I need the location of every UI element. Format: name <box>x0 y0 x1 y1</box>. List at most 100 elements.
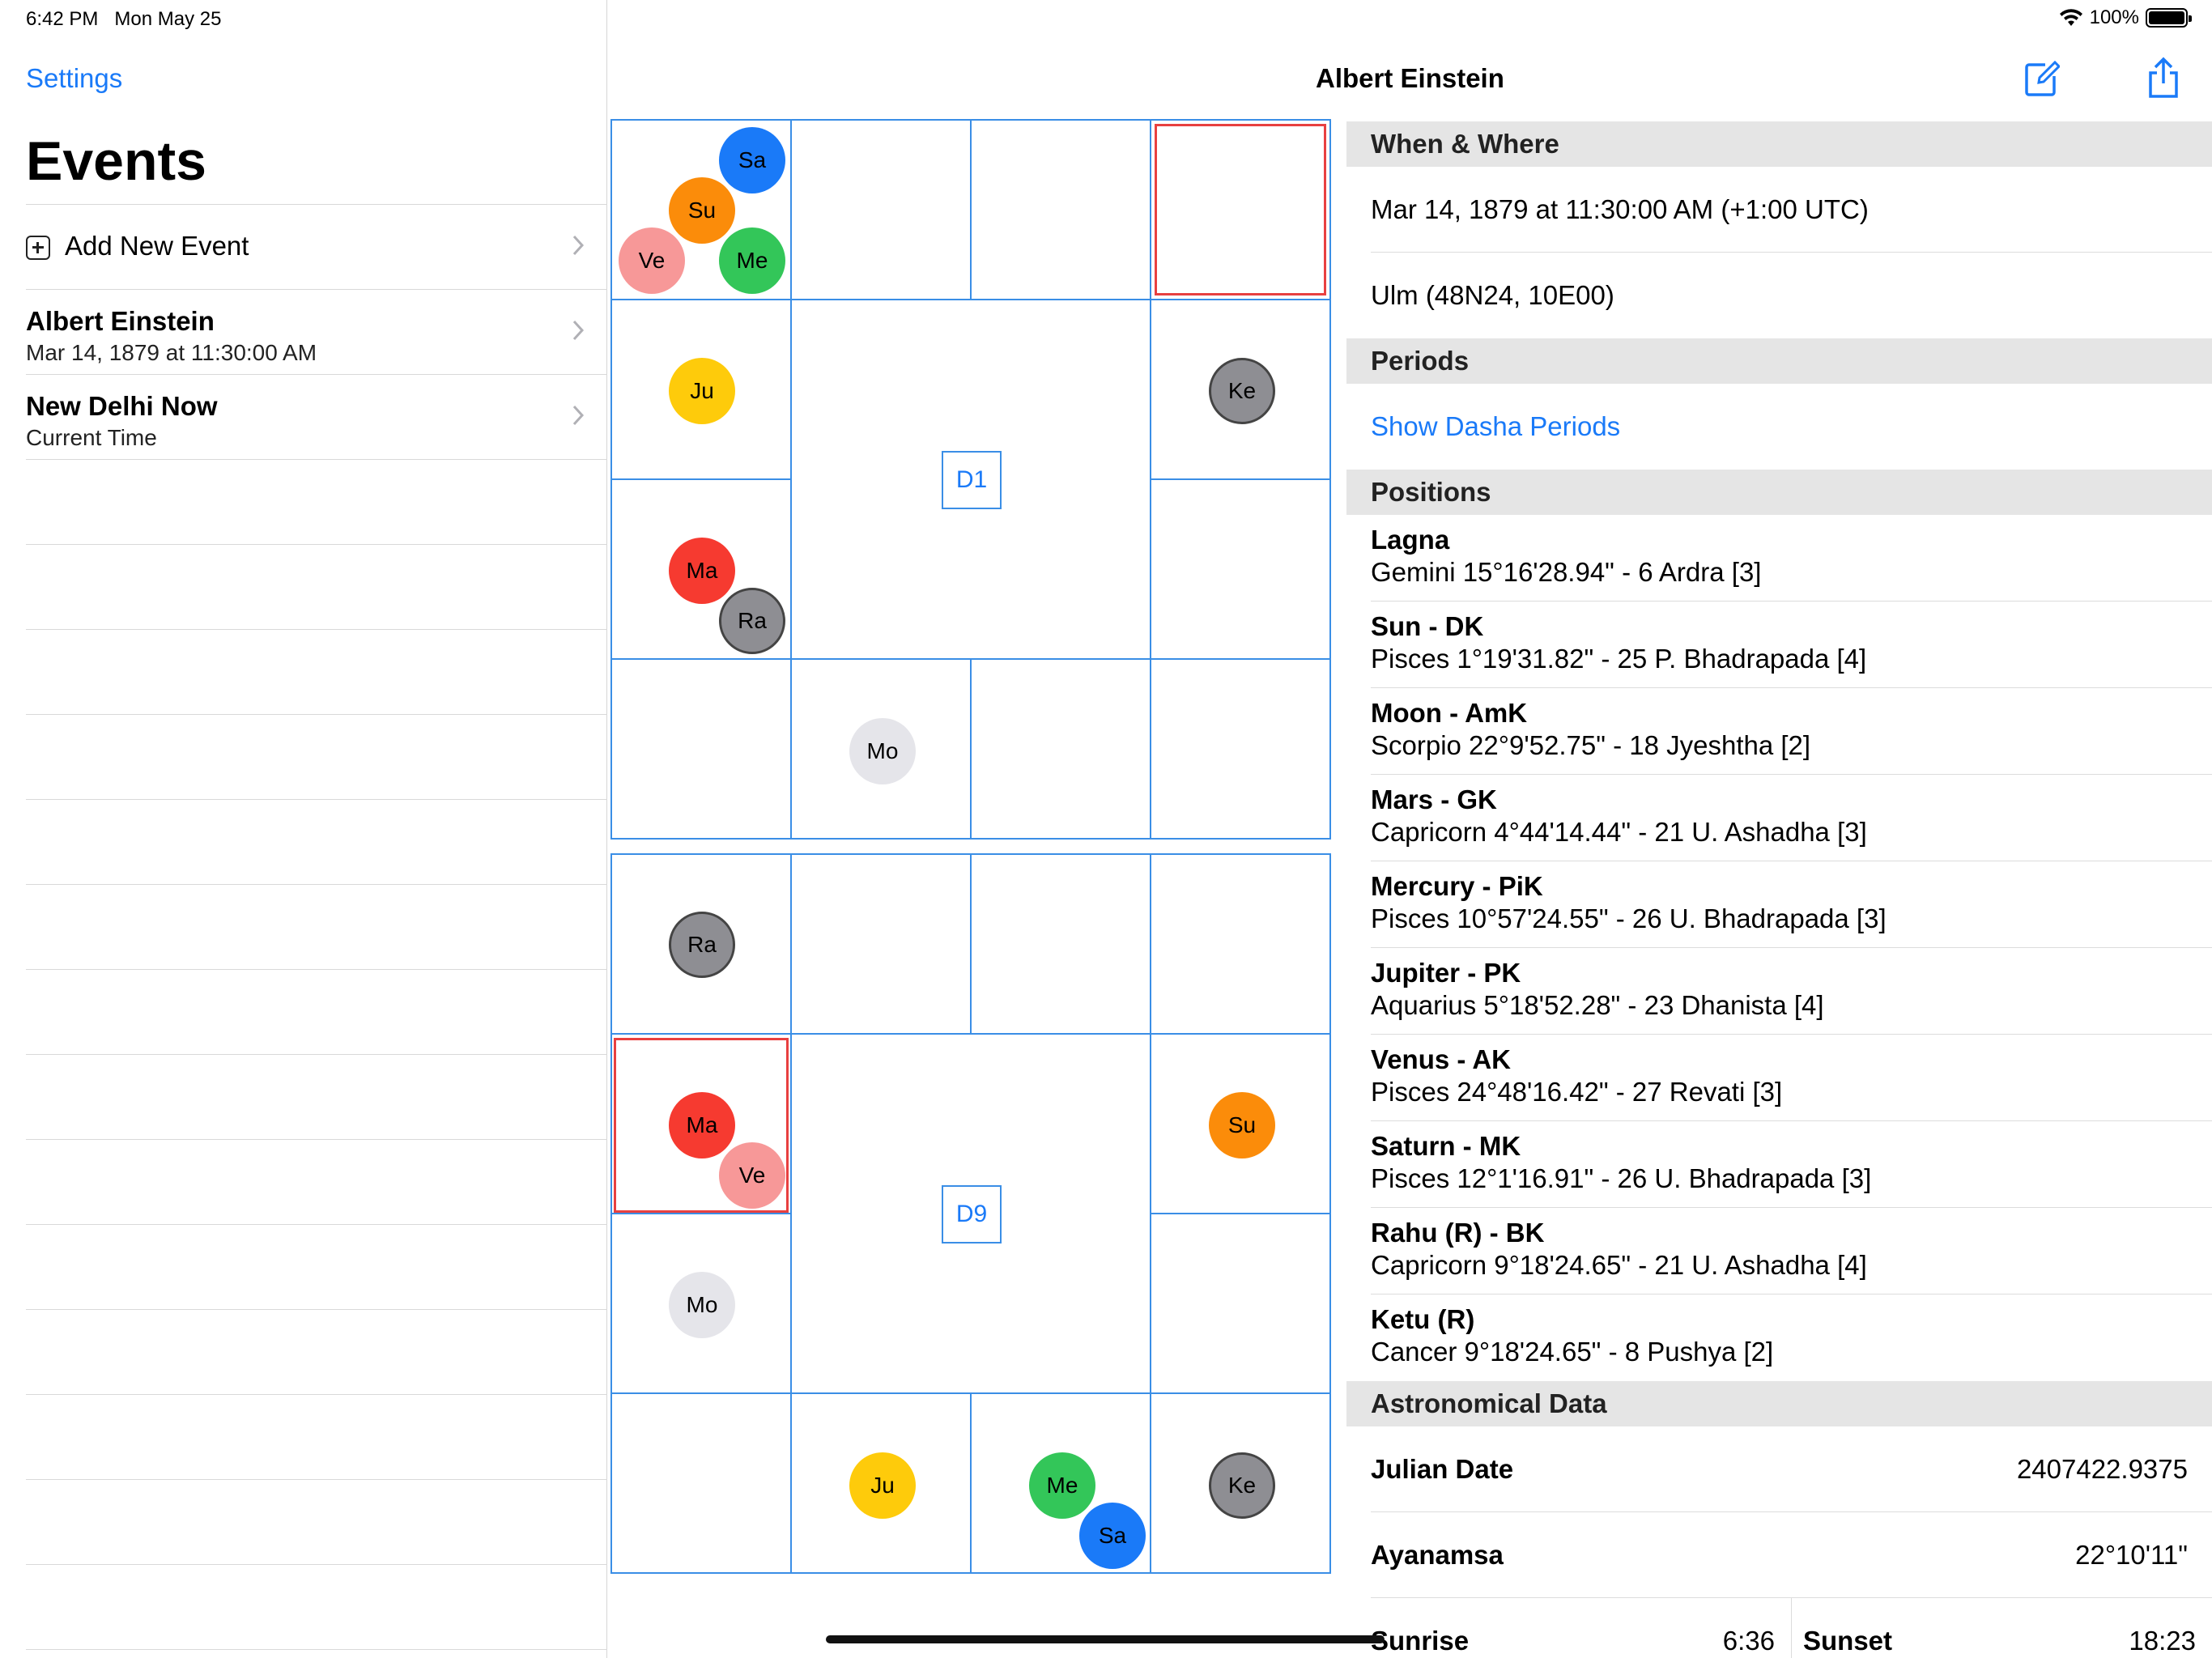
status-date: Mon May 25 <box>114 8 222 30</box>
empty-row <box>26 884 607 969</box>
position-row[interactable]: Sun - DK Pisces 1°19'31.82" - 25 P. Bhad… <box>1371 602 2212 688</box>
empty-row <box>26 1224 607 1309</box>
position-name: Lagna <box>1371 525 1450 555</box>
house-cell[interactable] <box>1150 1213 1331 1394</box>
house-cell[interactable] <box>1150 658 1331 840</box>
d1-chart[interactable]: D1 Sa Su Ve Me Ju Ke Ma Ra Mo <box>610 119 1333 841</box>
position-name: Jupiter - PK <box>1371 958 1521 988</box>
details-panel: When & Where Mar 14, 1879 at 11:30:00 AM… <box>1346 121 2212 1658</box>
planet-su[interactable]: Su <box>1209 1092 1275 1158</box>
position-name: Saturn - MK <box>1371 1131 1521 1161</box>
planet-sa[interactable]: Sa <box>1079 1503 1146 1569</box>
event-datetime: Mar 14, 1879 at 11:30:00 AM (+1:00 UTC) <box>1371 194 1869 224</box>
planet-ju[interactable]: Ju <box>669 358 735 424</box>
position-value: Cancer 9°18'24.65" - 8 Pushya [2] <box>1371 1337 1774 1367</box>
position-row[interactable]: Lagna Gemini 15°16'28.94" - 6 Ardra [3] <box>1371 515 2212 602</box>
compose-icon[interactable] <box>2024 58 2060 97</box>
share-icon[interactable] <box>2146 57 2181 99</box>
position-row[interactable]: Jupiter - PK Aquarius 5°18'52.28" - 23 D… <box>1371 948 2212 1035</box>
wifi-icon <box>2059 9 2082 26</box>
add-new-event-row[interactable]: Add New Event <box>26 204 607 289</box>
status-time: 6:42 PM Mon May 25 <box>26 8 221 31</box>
show-dasha-periods-link[interactable]: Show Dasha Periods <box>1371 411 1621 441</box>
section-header-positions: Positions <box>1346 470 2212 515</box>
empty-row <box>26 799 607 884</box>
position-name: Moon - AmK <box>1371 698 1528 728</box>
dasha-periods-row[interactable]: Show Dasha Periods <box>1371 384 2212 470</box>
empty-row <box>26 1309 607 1394</box>
planet-ma[interactable]: Ma <box>669 538 735 604</box>
position-value: Scorpio 22°9'52.75" - 18 Jyeshtha [2] <box>1371 730 1811 760</box>
ayanamsa-row: Ayanamsa 22°10'11" <box>1371 1512 2212 1598</box>
planet-sa[interactable]: Sa <box>719 127 785 193</box>
event-subtitle: Current Time <box>26 425 157 450</box>
julian-date-value: 2407422.9375 <box>2016 1454 2188 1484</box>
sunset-label: Sunset <box>1803 1626 1893 1656</box>
house-cell[interactable] <box>790 119 972 300</box>
planet-ve[interactable]: Ve <box>719 1142 785 1209</box>
event-place: Ulm (48N24, 10E00) <box>1371 280 1614 310</box>
empty-row <box>26 969 607 1054</box>
planet-ke[interactable]: Ke <box>1209 358 1275 424</box>
house-cell[interactable] <box>1150 478 1331 660</box>
position-name: Venus - AK <box>1371 1044 1511 1074</box>
position-name: Mercury - PiK <box>1371 871 1543 901</box>
planet-ra[interactable]: Ra <box>719 588 785 654</box>
house-cell[interactable] <box>610 658 792 840</box>
chart-label-d1: D1 <box>942 451 1002 509</box>
settings-back-button[interactable]: Settings <box>26 63 123 93</box>
position-row[interactable]: Mercury - PiK Pisces 10°57'24.55" - 26 U… <box>1371 861 2212 948</box>
empty-row <box>26 1054 607 1139</box>
event-row-new-delhi[interactable]: New Delhi Now Current Time <box>26 374 607 459</box>
position-value: Pisces 10°57'24.55" - 26 U. Bhadrapada [… <box>1371 903 1887 933</box>
sidebar-title: Events <box>26 130 206 192</box>
chart-label-d9: D9 <box>942 1185 1002 1244</box>
planet-me[interactable]: Me <box>1029 1452 1095 1519</box>
ayanamsa-value: 22°10'11" <box>2075 1540 2188 1570</box>
status-indicators: 100% <box>2059 6 2192 29</box>
empty-row <box>26 544 607 629</box>
house-cell[interactable] <box>970 853 1151 1035</box>
position-row[interactable]: Venus - AK Pisces 24°48'16.42" - 27 Reva… <box>1371 1035 2212 1121</box>
position-row[interactable]: Mars - GK Capricorn 4°44'14.44" - 21 U. … <box>1371 775 2212 861</box>
house-cell[interactable] <box>970 119 1151 300</box>
sunset-cell: Sunset 18:23 <box>1792 1598 2212 1658</box>
house-cell[interactable] <box>1150 853 1331 1035</box>
planet-ju[interactable]: Ju <box>849 1452 916 1519</box>
event-place-row: Ulm (48N24, 10E00) <box>1371 253 2212 338</box>
planet-ve[interactable]: Ve <box>619 227 685 294</box>
home-indicator[interactable] <box>826 1635 1385 1643</box>
d9-chart[interactable]: D9 Ra Ma Ve Su Mo Ju Me Sa Ke <box>610 853 1333 1575</box>
house-cell[interactable] <box>610 1392 792 1574</box>
house-cell[interactable] <box>1150 1392 1331 1574</box>
house-cell[interactable] <box>970 658 1151 840</box>
planet-ke[interactable]: Ke <box>1209 1452 1275 1519</box>
position-value: Aquarius 5°18'52.28" - 23 Dhanista [4] <box>1371 990 1824 1020</box>
planet-me[interactable]: Me <box>719 227 785 294</box>
empty-row <box>26 1479 607 1564</box>
position-row[interactable]: Rahu (R) - BK Capricorn 9°18'24.65" - 21… <box>1371 1208 2212 1295</box>
house-cell[interactable] <box>790 853 972 1035</box>
position-value: Capricorn 9°18'24.65" - 21 U. Ashadha [4… <box>1371 1250 1867 1280</box>
sunrise-label: Sunrise <box>1371 1626 1470 1656</box>
event-datetime-row: Mar 14, 1879 at 11:30:00 AM (+1:00 UTC) <box>1371 167 2212 253</box>
event-row-einstein[interactable]: Albert Einstein Mar 14, 1879 at 11:30:00… <box>26 289 607 374</box>
battery-icon <box>2146 8 2192 28</box>
julian-date-row: Julian Date 2407422.9375 <box>1371 1426 2212 1512</box>
planet-mo[interactable]: Mo <box>669 1272 735 1338</box>
planet-mo[interactable]: Mo <box>849 718 916 784</box>
chevron-right-icon <box>572 320 585 341</box>
events-list: Add New Event Albert Einstein Mar 14, 18… <box>26 204 607 1658</box>
planet-ra[interactable]: Ra <box>669 912 735 978</box>
position-value: Pisces 1°19'31.82" - 25 P. Bhadrapada [4… <box>1371 644 1867 674</box>
planet-su[interactable]: Su <box>669 177 735 244</box>
section-header-astronomical: Astronomical Data <box>1346 1381 2212 1426</box>
sunrise-sunset-row: Sunrise 6:36 Sunset 18:23 <box>1371 1598 2212 1658</box>
position-row[interactable]: Saturn - MK Pisces 12°1'16.91" - 26 U. B… <box>1371 1121 2212 1208</box>
position-row[interactable]: Ketu (R) Cancer 9°18'24.65" - 8 Pushya [… <box>1371 1295 2212 1381</box>
position-name: Mars - GK <box>1371 784 1497 814</box>
lagna-highlight <box>1155 124 1326 295</box>
position-row[interactable]: Moon - AmK Scorpio 22°9'52.75" - 18 Jyes… <box>1371 688 2212 775</box>
plus-square-icon <box>26 236 50 260</box>
planet-ma[interactable]: Ma <box>669 1092 735 1158</box>
